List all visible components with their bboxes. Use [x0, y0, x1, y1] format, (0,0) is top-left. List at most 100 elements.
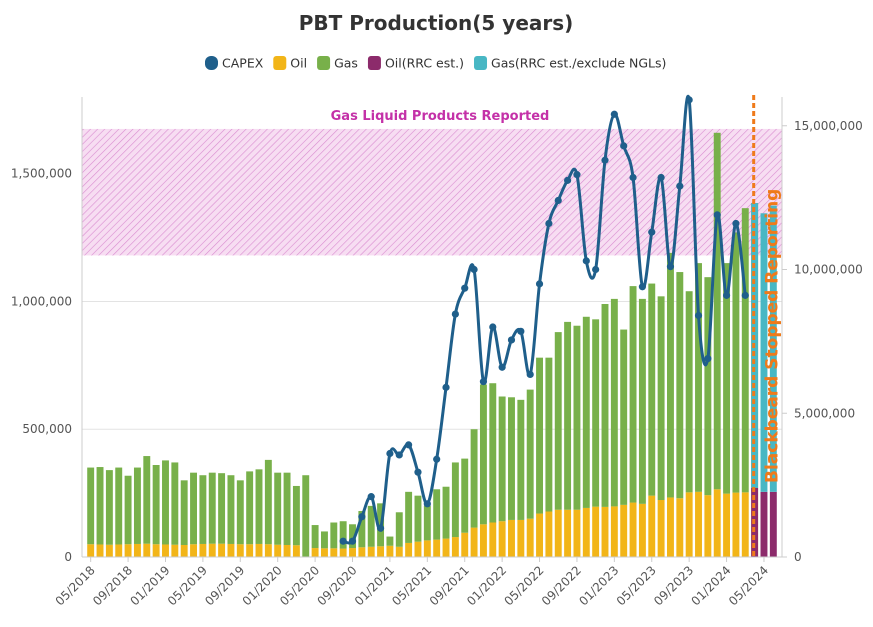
- capex-point: [348, 537, 357, 545]
- bar-oil: [676, 498, 684, 557]
- x-tick-label: 09/2021: [427, 563, 472, 608]
- bar-oil: [629, 502, 637, 557]
- legend-swatch-capex: [205, 56, 218, 70]
- bar-gas: [87, 467, 95, 545]
- capex-point: [405, 441, 413, 449]
- bar-gas: [330, 522, 338, 549]
- gas-liquid-band: Gas Liquid Products Reported: [82, 109, 782, 256]
- bar-gas: [115, 467, 123, 545]
- legend-swatch-gas: [317, 56, 331, 70]
- y-left-tick-label: 0: [64, 550, 72, 564]
- x-tick-label: 09/2018: [90, 563, 135, 608]
- bar-gas: [479, 384, 487, 525]
- bar-gas: [723, 263, 731, 494]
- bar-gas: [199, 475, 207, 544]
- x-tick-label: 05/2019: [165, 563, 210, 608]
- legend-label-gas: Gas: [334, 56, 358, 71]
- bar-gas: [489, 383, 497, 523]
- capex-point: [386, 449, 394, 458]
- bar-oil: [246, 544, 254, 557]
- bar-oil: [339, 548, 347, 557]
- band-area: [82, 128, 782, 256]
- bar-oil: [367, 546, 375, 557]
- bar-oil: [545, 511, 553, 557]
- bar-oil: [358, 547, 366, 557]
- legend-swatch-gas_rrc: [474, 56, 488, 70]
- capex-point: [498, 363, 506, 371]
- capex-point: [610, 110, 618, 118]
- bar-gas: [470, 429, 478, 528]
- bar-oil: [171, 544, 179, 557]
- bar-oil: [732, 492, 740, 557]
- bar-gas: [405, 491, 413, 543]
- bar-gas: [732, 232, 740, 493]
- bar-oil: [311, 548, 319, 557]
- x-tick-label: 09/2023: [651, 563, 696, 608]
- bar-gas: [255, 469, 263, 544]
- y-right-tick-label: 10,000,000: [794, 263, 863, 277]
- bar-gas: [133, 467, 141, 544]
- bar-gas: [367, 505, 375, 547]
- bar-gas: [218, 473, 226, 544]
- bar-oil: [713, 489, 721, 557]
- bar-gas: [208, 472, 216, 544]
- bar-oil: [349, 548, 356, 557]
- bar-gas: [676, 272, 684, 499]
- x-tick-label: 01/2021: [352, 563, 397, 608]
- capex-point: [395, 451, 403, 459]
- capex-point: [433, 455, 441, 463]
- capex-point: [376, 524, 385, 532]
- y-right-tick-label: 0: [794, 550, 802, 564]
- x-tick-label: 05/2024: [726, 563, 771, 608]
- bar-oil: [227, 543, 235, 557]
- bar-gas: [349, 524, 356, 549]
- bar-gas: [461, 458, 469, 533]
- bar-gas: [582, 316, 590, 508]
- bar-gas: [554, 332, 562, 510]
- bar-gas: [358, 511, 366, 548]
- bar-oil: [133, 543, 141, 557]
- capex-point: [629, 173, 637, 182]
- bar-oil: [208, 543, 216, 557]
- capex-point: [573, 171, 581, 179]
- bar-oil: [620, 504, 628, 557]
- bar-gas: [695, 263, 702, 492]
- capex-point: [694, 311, 703, 320]
- bar-oil: [695, 491, 702, 557]
- bar-oil: [601, 506, 609, 557]
- capex-point: [545, 219, 553, 228]
- capex-point: [601, 156, 609, 164]
- x-tick-label: 05/2022: [502, 563, 547, 608]
- capex-point: [367, 493, 375, 501]
- bar-oil: [414, 541, 422, 557]
- bar-oil: [105, 544, 113, 557]
- bar-gas: [508, 397, 515, 520]
- bar-oil: [648, 495, 656, 557]
- bar-gas: [545, 357, 553, 512]
- bar-oil: [115, 544, 123, 557]
- bar-gas: [274, 472, 282, 545]
- bar-gas: [620, 329, 628, 505]
- bar-oil: [554, 509, 562, 557]
- bar-gas: [573, 325, 581, 510]
- bar-gas: [713, 132, 721, 490]
- x-tick-label: 01/2024: [689, 563, 734, 608]
- bar-gas-rrc: [760, 213, 768, 492]
- bar-gas: [143, 456, 151, 544]
- bar-oil: [723, 493, 731, 557]
- bar-oil: [433, 539, 441, 557]
- bar-gas: [302, 475, 310, 557]
- bar-gas: [386, 536, 394, 546]
- capex-point: [414, 468, 422, 476]
- bar-oil: [377, 546, 385, 557]
- legend-label-oil_rrc: Oil(RRC est.): [385, 56, 464, 71]
- stop-marker-label: Blackbeard Stopped Reporting: [763, 189, 783, 483]
- bar-oil: [741, 492, 749, 557]
- capex-point: [339, 537, 347, 545]
- capex-point: [554, 196, 562, 205]
- bar-gas: [152, 465, 160, 545]
- bar-oil: [292, 545, 300, 557]
- bar-gas: [433, 489, 441, 540]
- stop-marker: Blackbeard Stopped Reporting: [752, 95, 783, 557]
